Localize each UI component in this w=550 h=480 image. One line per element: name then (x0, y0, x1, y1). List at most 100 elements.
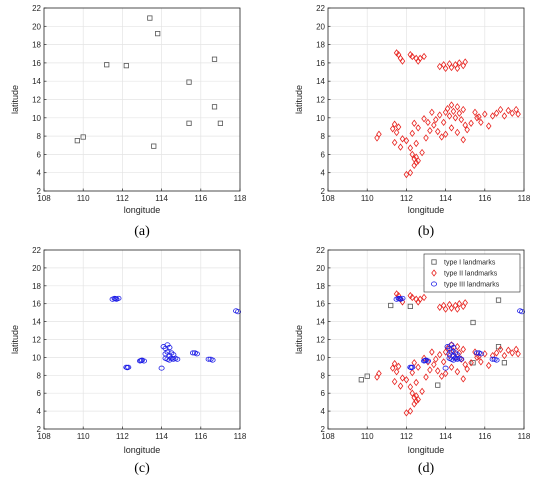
data-point (423, 373, 429, 381)
data-point (408, 365, 415, 371)
data-point (186, 120, 192, 126)
data-point (174, 356, 181, 362)
x-tick-label: 110 (77, 432, 90, 441)
data-point (74, 138, 80, 144)
y-tick-label: 16 (316, 59, 325, 68)
data-point (497, 345, 504, 354)
data-point (415, 363, 421, 371)
data-point (393, 368, 400, 376)
data-point (415, 157, 421, 165)
data-point (458, 115, 465, 124)
x-tick-label: 108 (37, 194, 51, 203)
x-tick-label: 108 (321, 194, 335, 203)
data-point (411, 400, 417, 408)
data-point (478, 118, 484, 127)
data-point (211, 56, 218, 62)
data-point (458, 356, 465, 362)
data-point (438, 372, 445, 380)
data-point (409, 150, 416, 159)
data-point (413, 139, 419, 148)
y-tick-label: 14 (32, 77, 41, 86)
x-axis-label: longitude (408, 205, 445, 215)
data-point (448, 304, 455, 312)
data-point (217, 120, 223, 126)
data-point (209, 357, 216, 363)
data-point (407, 383, 414, 391)
panel-a: 108 110 112 114 116 118 2 4 6 8 10 12 14 16 18 20 22 long… (10, 4, 247, 239)
y-tick-label: 8 (37, 132, 42, 141)
x-tick-label: 110 (77, 194, 90, 203)
y-tick-label: 6 (37, 389, 42, 398)
y-tick-label: 4 (37, 407, 42, 416)
data-point (470, 319, 476, 326)
y-tick-label: 6 (37, 150, 42, 159)
legend: type I landmarks type II landmarks type II… (423, 253, 521, 293)
data-point (124, 365, 131, 371)
x-tick-label: 110 (361, 432, 374, 441)
y-tick-label: 22 (316, 246, 325, 255)
data-point (391, 359, 398, 368)
data-point (501, 351, 508, 360)
data-point (391, 120, 398, 128)
data-point (155, 31, 161, 37)
data-point (423, 134, 429, 142)
data-point (474, 114, 480, 122)
data-point (433, 355, 439, 363)
x-tick-label: 116 (194, 194, 207, 203)
data-point (478, 358, 484, 366)
data-point (415, 298, 421, 306)
y-tick-label: 22 (32, 246, 41, 255)
y-tick-label: 20 (316, 264, 325, 273)
data-point (424, 358, 431, 364)
data-point (399, 374, 406, 382)
x-tick-label: 116 (194, 432, 207, 441)
y-tick-label: 20 (316, 22, 325, 31)
data-point (396, 296, 403, 302)
data-point (435, 127, 441, 136)
data-point (462, 360, 468, 369)
data-point (472, 108, 478, 116)
data-point (468, 119, 474, 127)
x-tick-label: 108 (321, 432, 335, 441)
data-point (407, 144, 414, 152)
data-point (407, 169, 414, 177)
data-point (501, 112, 508, 120)
y-tick-label: 16 (32, 300, 41, 309)
y-tick-label: 12 (32, 96, 41, 105)
data-point (456, 300, 463, 308)
panel-b: 108 110 112 114 116 118 2 4 6 8 10 12 14 16 18 20 22 long… (294, 4, 531, 239)
x-axis-label: longitude (408, 445, 445, 455)
data-point (205, 356, 212, 362)
data-point (138, 358, 145, 364)
y-tick-label: 8 (321, 132, 326, 141)
data-point (235, 309, 242, 315)
data-point (431, 269, 437, 277)
data-point (448, 363, 455, 371)
y-tick-label: 22 (316, 4, 325, 13)
panel-d: 108 110 112 114 116 118 2 4 6 8 10 12 14 16 18 20 22 long… (294, 246, 531, 476)
y-tick-label: 10 (32, 114, 41, 123)
data-point (470, 360, 476, 366)
data-point (448, 63, 455, 72)
data-point (115, 295, 122, 301)
data-point (358, 377, 364, 383)
data-point (104, 62, 110, 68)
y-axis-label: latitude (294, 325, 304, 354)
legend-box (423, 253, 521, 293)
legend-entry: type I landmarks (444, 260, 496, 267)
y-tick-label: 18 (316, 41, 325, 50)
data-point (399, 57, 406, 65)
data-point (450, 345, 457, 351)
y-tick-label: 20 (32, 22, 41, 31)
data-point (158, 365, 165, 371)
data-point (436, 303, 443, 311)
y-axis-label: latitude (10, 325, 20, 354)
data-point (482, 110, 488, 118)
data-point (468, 359, 474, 367)
data-point (489, 112, 496, 120)
data-point (515, 350, 521, 358)
data-point (440, 118, 447, 127)
panel-label: (a) (134, 224, 150, 239)
data-point (493, 357, 500, 363)
